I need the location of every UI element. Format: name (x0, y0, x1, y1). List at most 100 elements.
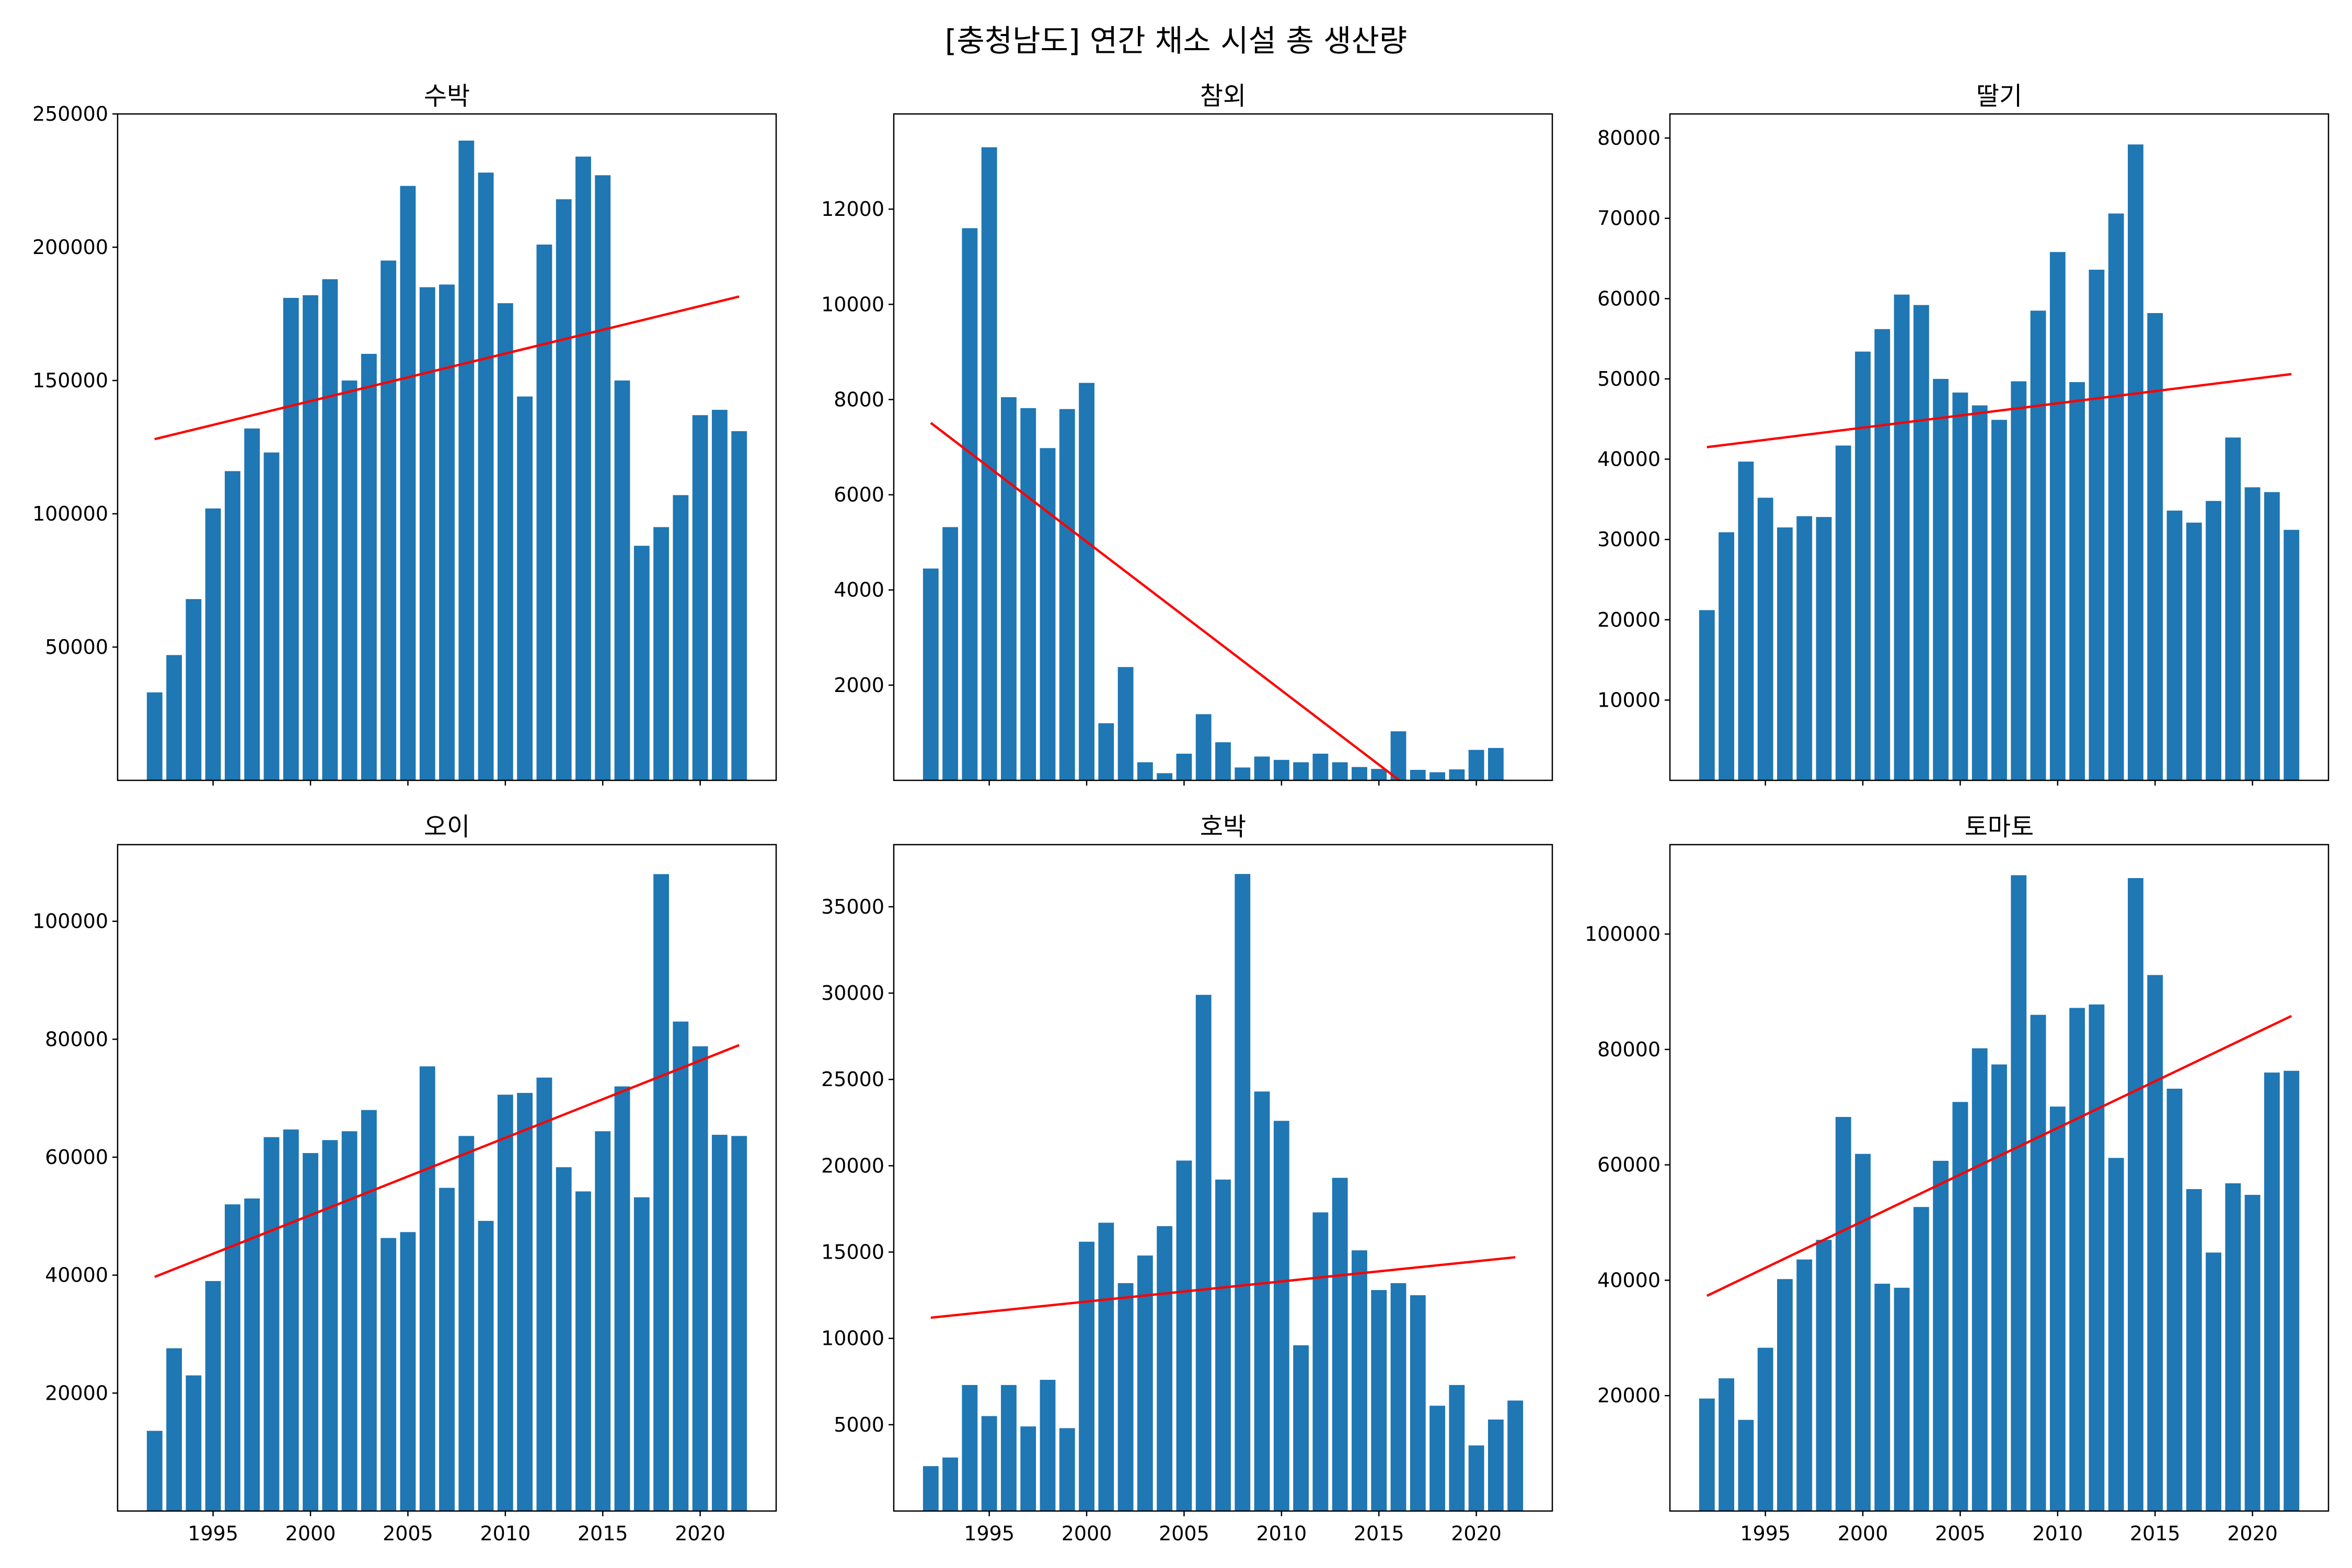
bar (1273, 1121, 1289, 1511)
bar (962, 228, 978, 781)
x-tick-label: 2000 (1062, 1522, 1112, 1545)
bar (2011, 381, 2027, 780)
bar (497, 1094, 513, 1511)
x-tick-label: 2000 (285, 1522, 336, 1545)
subplot-pumpkin: 5000 10000 15000 20000 25000 30000 35000 1995 20… (821, 812, 1553, 1545)
bar (1913, 305, 1929, 780)
bar (517, 1093, 533, 1511)
y-tick-label: 60000 (45, 1146, 108, 1169)
bar (1215, 1179, 1231, 1511)
x-tick-label: 2010 (2032, 1522, 2083, 1545)
y-tick-label: 60000 (1597, 1154, 1661, 1177)
bar (1040, 448, 1056, 780)
y-tick-label: 20000 (821, 1154, 884, 1177)
trend-line (154, 1044, 740, 1278)
bar (146, 692, 163, 780)
bar (186, 599, 202, 780)
bar (1098, 723, 1114, 780)
y-tick-label: 10000 (821, 1327, 884, 1350)
bar (2206, 501, 2221, 780)
bar (186, 1375, 202, 1511)
bar (1738, 1420, 1754, 1511)
bar (1488, 748, 1504, 780)
bar (225, 471, 240, 780)
bar (283, 1129, 299, 1511)
bar (962, 1385, 978, 1511)
trend-line (930, 422, 1400, 781)
bar (711, 1135, 728, 1511)
y-tick-label: 150000 (32, 369, 108, 392)
bar (1913, 1207, 1929, 1511)
bar (2089, 270, 2105, 780)
bar (1468, 750, 1484, 780)
bar (981, 1416, 997, 1511)
subplot-korean-melon: 2000 4000 6000 8000 10000 12000 참외 (821, 82, 1553, 786)
bar (1719, 1378, 1735, 1511)
bar (2049, 252, 2066, 780)
y-tick-label: 60000 (1597, 287, 1661, 310)
y-tick-label: 8000 (834, 388, 884, 411)
bar (1254, 1091, 1270, 1511)
figure-title: [충청남도] 연간 채소 시설 총 생산량 (945, 23, 1407, 59)
subplot-tomato: 20000 40000 60000 80000 100000 1995 2000 2005 20… (1585, 812, 2330, 1545)
bar (923, 1466, 939, 1511)
bar (1390, 731, 1406, 780)
bar (1293, 762, 1309, 780)
bar (1835, 445, 1851, 780)
bar (1777, 527, 1793, 780)
y-tick-label: 10000 (821, 293, 884, 316)
y-tick-label: 4000 (834, 579, 884, 602)
x-tick-label: 1995 (964, 1522, 1014, 1545)
bar (1001, 397, 1017, 780)
bar (497, 303, 513, 780)
bar (1410, 769, 1426, 780)
bar (1410, 1295, 1426, 1511)
y-tick-label: 25000 (821, 1068, 884, 1091)
bar (942, 1457, 959, 1511)
y-tick-label: 2000 (834, 674, 884, 697)
bar (1796, 1259, 1813, 1511)
subplot-title: 오이 (424, 812, 470, 841)
bar (633, 1197, 650, 1511)
x-tick-label: 2005 (1935, 1522, 1986, 1545)
bar (2225, 1183, 2241, 1511)
bar (458, 1136, 475, 1511)
bar (1952, 1102, 1968, 1511)
bar (2225, 437, 2241, 780)
y-tick-label: 20000 (1597, 1384, 1661, 1407)
bar (1816, 517, 1832, 780)
bar (1312, 1212, 1329, 1511)
bar (419, 1066, 435, 1511)
bar (2030, 1014, 2046, 1511)
bar (1816, 1240, 1832, 1511)
bar (1874, 1284, 1890, 1511)
bar (1001, 1385, 1017, 1511)
bar (1312, 754, 1329, 780)
y-tick-label: 20000 (45, 1381, 108, 1404)
y-tick-label: 40000 (1597, 448, 1661, 471)
y-tick-label: 100000 (32, 502, 108, 525)
bar (1254, 756, 1270, 780)
x-tick-label: 2010 (480, 1522, 531, 1545)
y-tick-label: 50000 (1597, 367, 1661, 390)
bar (1176, 1160, 1192, 1511)
bar (595, 175, 611, 780)
bar (2147, 975, 2163, 1511)
subplot-title: 참외 (1200, 82, 1246, 111)
x-tick-label: 2005 (383, 1522, 433, 1545)
trend-line (930, 1256, 1516, 1319)
bar (478, 1220, 494, 1511)
y-tick-label: 30000 (821, 982, 884, 1005)
bar (633, 546, 650, 780)
x-tick-label: 2010 (1256, 1522, 1307, 1545)
bar (1855, 1154, 1871, 1511)
bar (283, 297, 299, 780)
subplot-title: 수박 (424, 82, 470, 111)
bar (166, 655, 182, 780)
y-tick-label: 250000 (32, 102, 108, 125)
bar (1020, 408, 1036, 780)
subplot-strawberry: 10000 20000 30000 40000 50000 60000 70000 80000… (1597, 82, 2330, 786)
bar (361, 1110, 377, 1511)
bar (1371, 1290, 1387, 1511)
bar (2244, 1195, 2261, 1511)
